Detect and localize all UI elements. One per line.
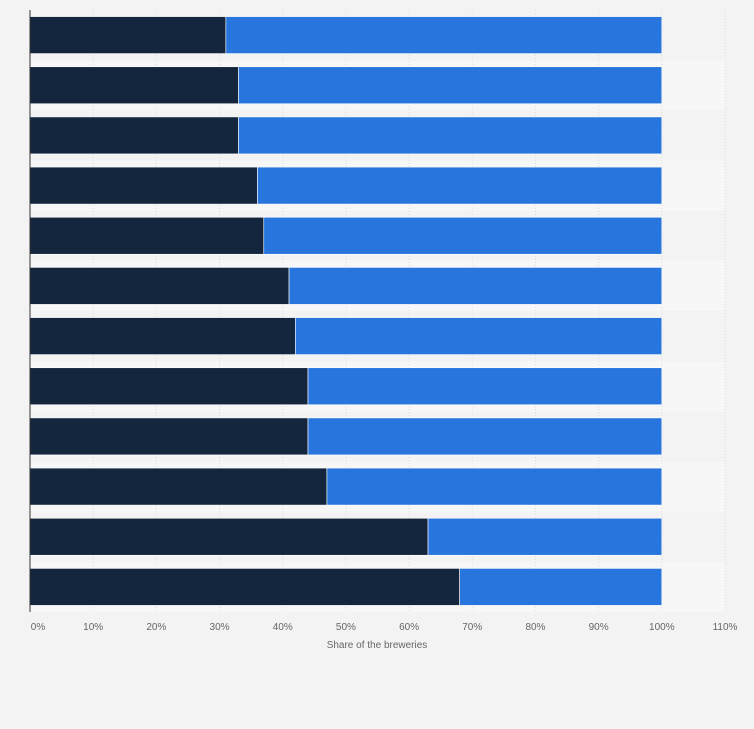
bar-segment-series-2-row-2[interactable] [238,66,663,105]
bar-segment-series-1-row-11[interactable] [29,517,429,556]
bar-segment-series-2-row-3[interactable] [238,116,663,155]
bar-segment-series-2-row-5[interactable] [263,216,663,255]
bar-segment-series-2-row-4[interactable] [257,166,663,205]
bar-segment-series-2-row-7[interactable] [295,317,663,355]
x-tick-label: 50% [336,622,356,633]
x-tick-label: 70% [462,622,482,633]
x-tick-label: 100% [649,622,675,633]
x-tick-label: 10% [83,622,103,633]
x-tick-labels: 0% 10% 20% 30% 40% 50% 60% 70% 80% 90% 100% 110% [31,622,738,633]
bar-segment-series-1-row-1[interactable] [29,16,227,54]
bar-segment-series-1-row-4[interactable] [29,166,258,205]
x-tick-label: 40% [273,622,293,633]
bar-segment-series-1-row-10[interactable] [29,467,328,506]
bar-segment-series-2-row-11[interactable] [427,517,663,556]
x-axis-title: Share of the breweries [327,640,428,651]
x-tick-label: 20% [146,622,166,633]
bar-segment-series-1-row-9[interactable] [29,417,309,456]
x-tick-label: 80% [525,622,545,633]
bar-segment-series-1-row-12[interactable] [29,568,460,606]
x-tick-label: 30% [210,622,230,633]
x-tick-label: 110% [713,622,738,633]
bar-segment-series-2-row-6[interactable] [288,267,663,305]
gridlines [92,10,726,612]
bar-segment-series-2-row-1[interactable] [225,16,663,54]
bar-segment-series-1-row-3[interactable] [29,116,239,155]
bar-segment-series-1-row-2[interactable] [29,66,239,105]
bar-segment-series-1-row-7[interactable] [29,317,296,355]
x-tick-label: 0% [31,622,46,633]
bar-segment-series-1-row-6[interactable] [29,267,290,305]
bar-segment-series-2-row-8[interactable] [307,367,663,406]
x-tick-label: 60% [399,622,419,633]
bar-segment-series-2-row-12[interactable] [459,568,663,606]
bar-segment-series-1-row-5[interactable] [29,216,265,255]
bar-segment-series-1-row-8[interactable] [29,367,309,406]
bar-segment-series-2-row-9[interactable] [307,417,663,456]
bar-segment-series-2-row-10[interactable] [326,467,663,506]
bars [29,16,663,606]
x-tick-label: 90% [589,622,609,633]
